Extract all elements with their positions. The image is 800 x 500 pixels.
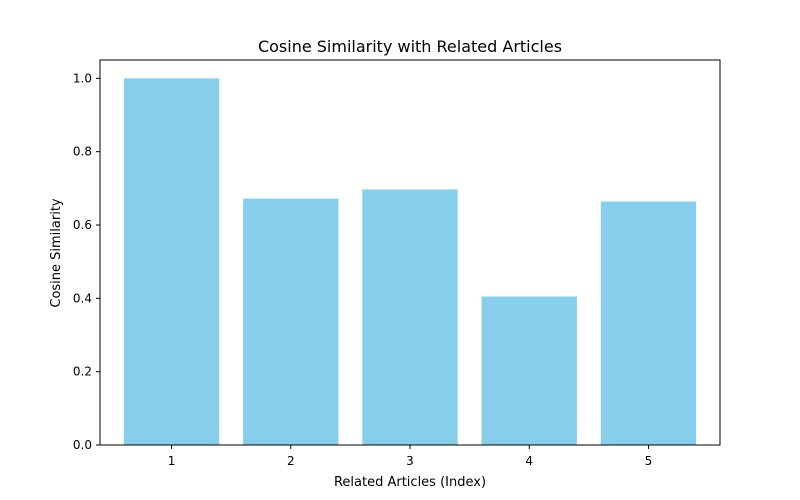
y-tick-label: 1.0 xyxy=(73,71,92,85)
x-axis-label: Related Articles (Index) xyxy=(334,475,486,490)
x-axis: 1 2 3 4 5 xyxy=(168,445,653,468)
y-axis: 0.0 0.2 0.4 0.6 0.8 1.0 xyxy=(73,71,100,452)
x-tick-label: 5 xyxy=(645,454,653,468)
bar-4 xyxy=(481,296,577,445)
y-tick-label: 0.6 xyxy=(73,218,92,232)
bar-3 xyxy=(362,189,458,445)
y-tick-label: 0.8 xyxy=(73,145,92,159)
bar-1 xyxy=(123,78,220,445)
x-tick-label: 3 xyxy=(406,454,414,468)
y-tick-label: 0.2 xyxy=(73,365,92,379)
bars-group xyxy=(123,78,697,445)
y-axis-label: Cosine Similarity xyxy=(49,198,64,308)
bar-5 xyxy=(600,201,697,445)
chart-title: Cosine Similarity with Related Articles xyxy=(258,37,562,56)
y-tick-label: 0.4 xyxy=(73,291,92,305)
x-tick-label: 1 xyxy=(168,454,176,468)
x-tick-label: 2 xyxy=(287,454,295,468)
x-tick-label: 4 xyxy=(525,454,533,468)
bar-2 xyxy=(243,198,339,445)
y-tick-label: 0.0 xyxy=(73,438,92,452)
